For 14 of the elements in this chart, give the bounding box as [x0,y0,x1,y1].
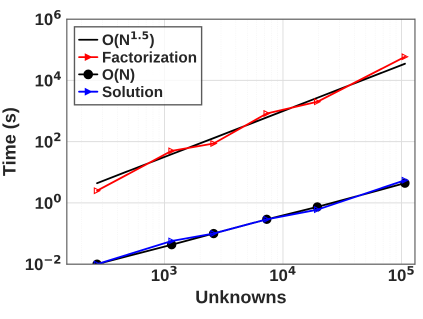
x-tick-label: 10$^{4}$ [270,266,296,282]
legend-label: O(N$^{1.5}$) [102,31,154,48]
y-tick-label: 10$^{−2}$ [26,255,60,270]
legend-label: O(N) [102,68,134,83]
y-tick-label: 10$^{6}$ [36,10,61,26]
y-tick-label: 10$^{4}$ [36,71,61,86]
x-tick-label: 10$^{5}$ [388,266,414,282]
y-axis-title: Time (s) [2,108,20,176]
y-tick-label: 10$^{2}$ [36,132,60,148]
legend-label: Solution [102,86,162,98]
legend-label: Factorization [102,51,196,63]
x-tick-label: 10$^{3}$ [152,266,177,282]
y-tick-label: 10$^{0}$ [36,194,61,209]
x-axis-title: Unknowns [196,290,286,304]
